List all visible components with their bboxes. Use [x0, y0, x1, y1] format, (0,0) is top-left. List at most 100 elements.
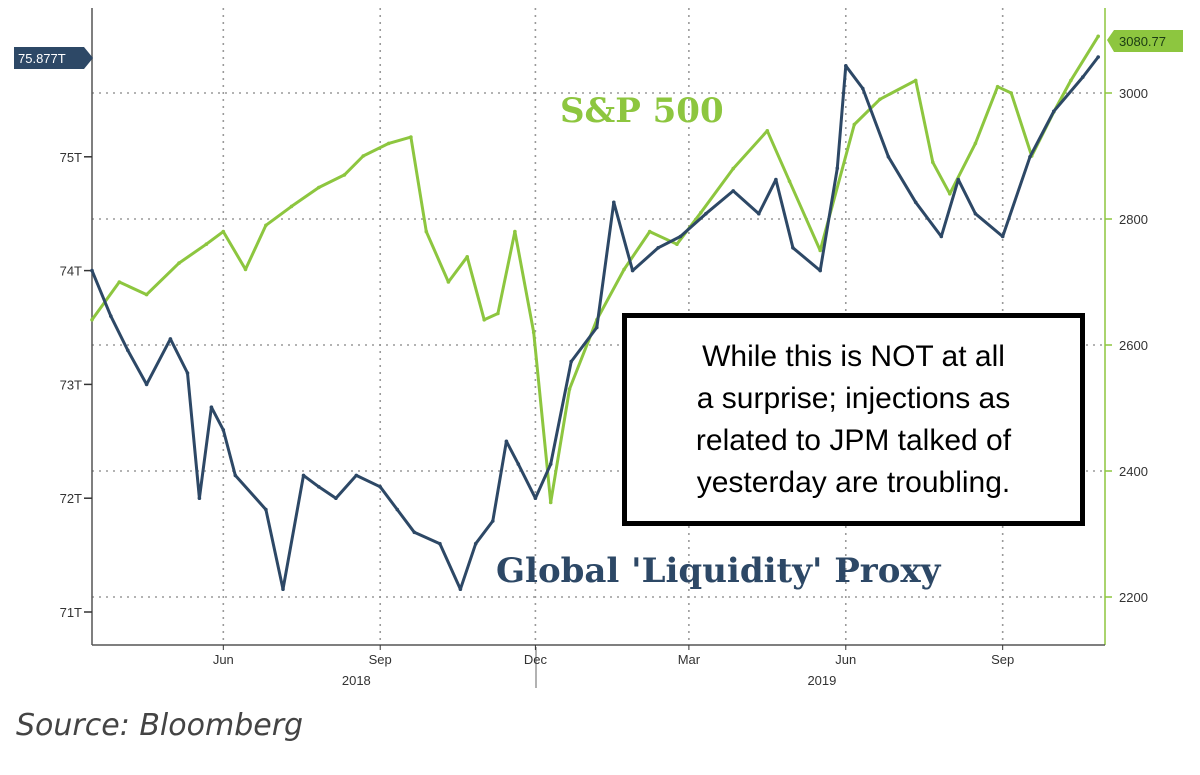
annotation-line: yesterday are troubling.: [696, 465, 1011, 499]
liquidity-point: [458, 587, 463, 591]
right-tick-label: 2200: [1119, 590, 1148, 605]
sp500-series-label: S&P 500: [560, 91, 724, 131]
sp500-point: [787, 179, 792, 183]
liquidity-point: [504, 439, 509, 444]
liquidity-point: [956, 177, 961, 182]
liquidity-point: [491, 519, 495, 523]
sp500-point: [567, 387, 572, 391]
sp500-point: [1096, 34, 1100, 39]
sp500-point: [513, 229, 517, 234]
annotation-line: a surprise; injections as: [696, 381, 1011, 415]
sp500-point: [699, 210, 703, 215]
sp500-point: [948, 192, 952, 196]
liquidity-point: [109, 314, 113, 318]
axes: [91, 8, 1106, 688]
sp500-point: [622, 267, 626, 272]
liquidity-point: [412, 530, 417, 535]
x-year-label: 2019: [807, 673, 836, 688]
sp500-point: [177, 261, 181, 265]
liquidity-point: [233, 473, 238, 478]
sp500-point: [289, 204, 294, 209]
liquidity-point: [473, 541, 478, 546]
sp500-point: [878, 97, 882, 102]
liquidity-point: [185, 371, 190, 375]
sp500-point: [465, 254, 470, 259]
liquidity-point: [126, 348, 130, 353]
sp500-point: [317, 185, 321, 190]
right-value-badge-text: 3080.77: [1119, 34, 1166, 49]
liquidity-point: [861, 86, 865, 91]
sp500-point: [765, 129, 770, 133]
sp500-point: [221, 229, 226, 234]
liquidity-point: [595, 325, 599, 330]
sp500-point: [531, 330, 536, 335]
liquidity-point: [209, 405, 214, 410]
sp500-point: [424, 229, 429, 234]
sp500-point: [973, 141, 978, 146]
liquidity-point: [886, 155, 891, 159]
liquidity-point: [378, 485, 383, 489]
right-tick-label: 2400: [1119, 464, 1148, 479]
left-tick-label: 74T: [60, 264, 82, 279]
liquidity-point: [1028, 155, 1032, 159]
sp500-point: [243, 267, 248, 272]
liquidity-point: [1052, 109, 1056, 114]
liquidity-point: [1096, 55, 1100, 59]
sp500-point: [931, 160, 935, 165]
liquidity-point: [221, 428, 226, 432]
annotation-line: While this is NOT at all: [702, 339, 1005, 373]
liquidity-point: [334, 496, 338, 501]
liquidity-point: [1081, 75, 1085, 79]
right-tick-label: 2800: [1119, 212, 1148, 227]
sp500-point: [204, 242, 209, 246]
liquidity-point: [516, 462, 521, 466]
right-axis-ticks: 2200 2400 2600 2800 3000: [1105, 86, 1148, 605]
x-tick-label: Dec: [524, 652, 548, 667]
liquidity-point: [90, 268, 94, 273]
liquidity-point: [818, 268, 822, 273]
sp500-point: [117, 280, 122, 284]
liquidity-point: [197, 496, 202, 501]
liquidity-point: [973, 211, 978, 216]
liquidity-point: [939, 234, 944, 239]
sp500-point: [264, 223, 268, 228]
left-value-badge-text: 75.877T: [18, 51, 66, 66]
liquidity-point: [301, 473, 306, 478]
liquidity-series-label: Global 'Liquidity' Proxy: [496, 551, 942, 591]
x-year-label: 2018: [342, 673, 371, 688]
sp500-point: [386, 141, 391, 146]
liquidity-point: [731, 189, 735, 193]
liquidity-point: [704, 211, 708, 216]
left-axis-ticks: 71T 72T 73T 74T 75T: [60, 150, 92, 620]
sp500-point: [342, 173, 347, 177]
liquidity-point: [354, 473, 359, 478]
liquidity-point: [395, 507, 400, 512]
x-tick-label: Jun: [213, 652, 234, 667]
liquidity-line: [90, 56, 1100, 591]
series-layer: [90, 34, 1100, 591]
liquidity-point: [1000, 234, 1005, 239]
x-tick-label: Mar: [678, 652, 701, 667]
sp500-point: [818, 248, 822, 253]
right-tick-label: 3000: [1119, 86, 1148, 101]
liquidity-point: [844, 64, 848, 68]
liquidity-point: [757, 211, 761, 216]
source-caption: Source: Bloomberg: [16, 708, 304, 743]
sp500-point: [913, 78, 918, 83]
sp500-point: [1009, 91, 1013, 95]
sp500-point: [852, 122, 857, 127]
x-tick-label: Sep: [369, 652, 392, 667]
sp500-point: [1069, 78, 1073, 83]
x-tick-label: Sep: [991, 652, 1014, 667]
sp500-point: [482, 318, 487, 322]
liquidity-point: [438, 541, 442, 546]
liquidity-point: [533, 496, 538, 501]
liquidity-point: [281, 587, 285, 591]
sp500-point: [90, 318, 94, 322]
liquidity-point: [144, 382, 149, 387]
left-value-badge: 75.877T: [14, 47, 93, 69]
sp500-point: [731, 166, 735, 171]
liquidity-point: [678, 234, 683, 239]
liquidity-point: [791, 246, 795, 250]
x-axis-ticks: Jun Sep Dec Mar Jun Sep 2018 2019: [213, 645, 1014, 688]
